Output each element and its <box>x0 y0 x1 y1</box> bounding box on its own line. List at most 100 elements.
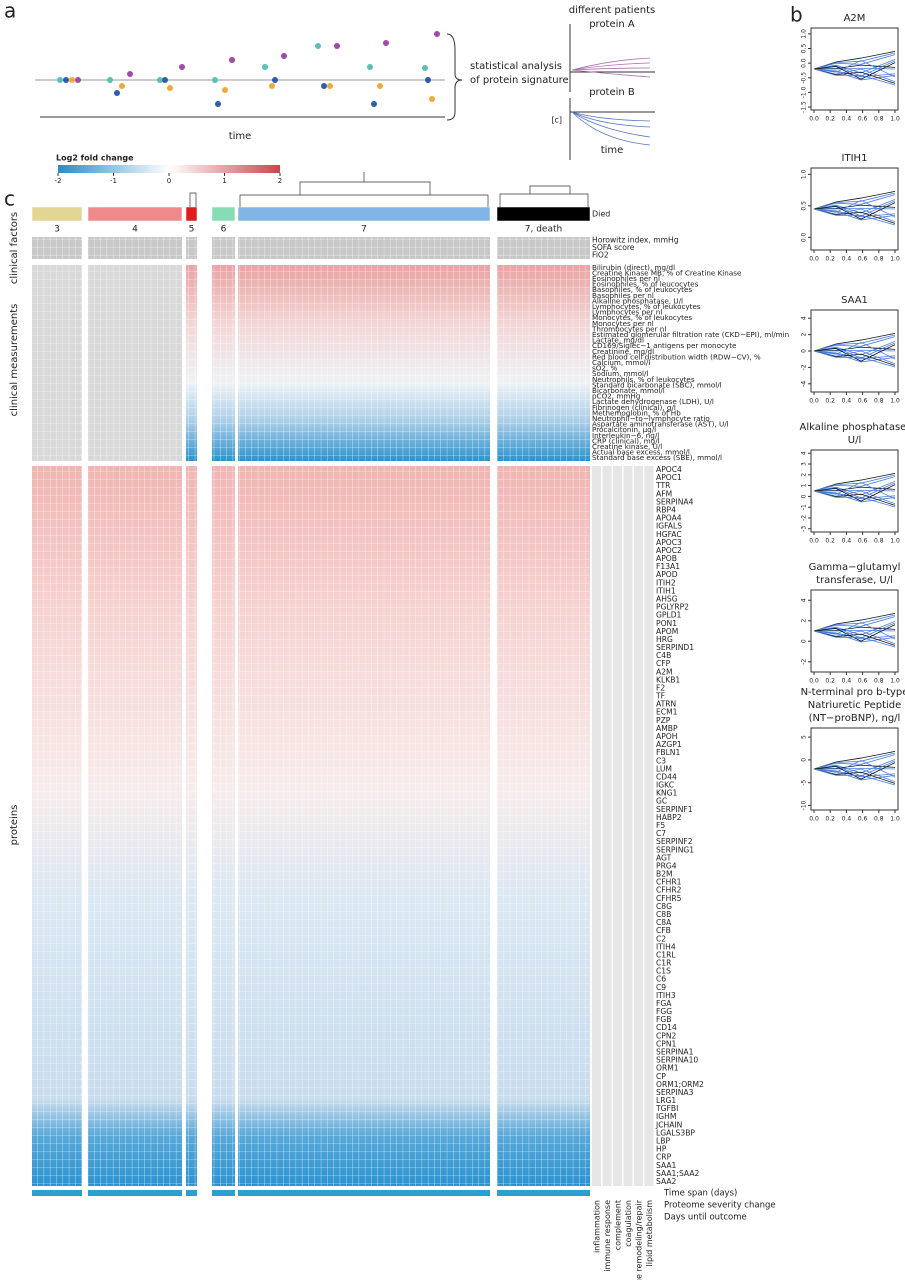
row-label: APOC4 <box>656 465 682 474</box>
trajectory <box>813 630 896 648</box>
row-label: Horowitz index, mmHg <box>592 236 679 245</box>
row-label: C1S <box>656 967 671 976</box>
x-tick-label: 1.0 <box>890 116 900 123</box>
heatmap-grid <box>497 237 590 1186</box>
y-tick-label: 2 <box>801 619 808 623</box>
row-label: CFP <box>656 659 671 668</box>
trajectory <box>813 624 896 642</box>
row-label: AMBP <box>656 724 678 733</box>
row-label: CD44 <box>656 772 677 781</box>
y-tick-label: 2 <box>801 333 808 337</box>
row-label: TGFBI <box>655 1104 678 1113</box>
plot-frame <box>810 727 899 811</box>
group-bar <box>211 206 236 222</box>
colorbar-tick-label: 2 <box>278 177 282 185</box>
x-tick-label: 0.4 <box>842 256 852 263</box>
row-label: Days until outcome <box>664 1213 747 1223</box>
row-label: FGG <box>656 1007 672 1016</box>
row-label: C8G <box>656 902 672 911</box>
row-label: AZGP1 <box>656 740 682 749</box>
row-label: APOB <box>656 554 677 563</box>
row-label: LBP <box>656 1137 670 1146</box>
annotation-column <box>634 466 643 1186</box>
x-tick-label: 0.8 <box>874 538 884 545</box>
row-label: SERPIND1 <box>656 643 694 652</box>
y-tick-label: 0.0 <box>801 58 808 68</box>
y-tick-label: 4 <box>801 451 808 455</box>
row-label: Neutrophils, % of leukocytes <box>592 375 695 384</box>
panel-label: c <box>4 187 15 211</box>
y-tick-label: 1.0 <box>801 29 808 39</box>
x-tick-label: 0.4 <box>842 116 852 123</box>
row-label: APOC2 <box>656 546 682 555</box>
trajectory <box>813 199 896 218</box>
block-label: clinical measurements <box>9 304 20 417</box>
bottom-bar <box>186 1190 197 1196</box>
row-label: FiO2 <box>592 250 609 259</box>
row-label: KLKB1 <box>656 675 680 684</box>
group-bar <box>31 206 83 222</box>
row-label: SERPINA1 <box>656 1048 694 1057</box>
row-label: SAA2 <box>656 1177 677 1186</box>
row-label: Estimated glomerular filtration rate (CK… <box>592 330 789 339</box>
category-label: tissue remodeling/repair <box>635 1199 644 1280</box>
row-label: F5 <box>656 821 665 830</box>
row-label: Eosinophiles per nl <box>592 274 660 283</box>
group-label: 7 <box>361 225 367 235</box>
row-label: APOM <box>656 627 678 636</box>
category-label: complement <box>614 1200 623 1250</box>
row-label: TF <box>655 692 665 701</box>
row-label: Thrombocytes per nl <box>591 324 666 333</box>
y-tick-label: -1 <box>801 504 808 510</box>
y-tick-label: -1.0 <box>801 86 808 98</box>
row-label: ITIH2 <box>656 578 676 587</box>
category-label: coagulation <box>624 1200 633 1247</box>
y-tick-label: 3 <box>801 462 808 466</box>
row-label: CP <box>656 1072 666 1081</box>
y-tick-label: 0 <box>801 639 808 643</box>
heatmap-grid <box>88 237 182 1186</box>
row-label: Standard bicarbonate (SBC), mmol/l <box>592 380 722 389</box>
row-label: SAA1 <box>656 1161 677 1170</box>
row-label: CRP <box>656 1153 672 1162</box>
plot-title: transferase, U/l <box>816 575 893 586</box>
row-label: CFB <box>656 926 671 935</box>
plot-title: N-terminal pro b-type <box>801 687 905 698</box>
heatmap-grid <box>212 237 235 1186</box>
group-label: 3 <box>54 225 60 235</box>
row-label: sO2, % <box>592 364 618 373</box>
row-label: FGA <box>656 999 672 1008</box>
colorbar-title: Log2 fold change <box>56 154 134 163</box>
trajectory <box>813 621 896 640</box>
x-tick-label: 0.0 <box>809 116 819 123</box>
row-label: F13A1 <box>656 562 680 571</box>
x-tick-label: 1.0 <box>890 398 900 405</box>
x-tick-label: 0.6 <box>858 116 868 123</box>
y-tick-label: -0.5 <box>801 72 808 84</box>
row-label: SERPINF2 <box>656 837 693 846</box>
x-tick-label: 0.0 <box>809 256 819 263</box>
row-label: CPN1 <box>656 1039 677 1048</box>
trajectory <box>813 194 896 210</box>
row-label: KNG1 <box>656 789 678 798</box>
row-label: Eosinophiles, % of leucocytes <box>592 280 699 289</box>
row-label: CFHR5 <box>656 894 682 903</box>
trajectory <box>813 768 896 786</box>
row-label: APOD <box>656 570 678 579</box>
trajectory <box>813 759 896 778</box>
trajectory <box>813 208 896 226</box>
row-label: GPLD1 <box>656 611 682 620</box>
row-label: GC <box>656 797 667 806</box>
row-label: ECM1 <box>656 708 678 717</box>
row-label: APOA4 <box>656 514 682 523</box>
x-tick-label: 0.4 <box>842 398 852 405</box>
row-label: JCHAIN <box>655 1120 682 1129</box>
group-bar <box>87 206 183 222</box>
x-tick-label: 0.4 <box>842 816 852 823</box>
bottom-bar <box>212 1190 235 1196</box>
x-tick-label: 0.8 <box>874 256 884 263</box>
row-label: A2M <box>656 667 673 676</box>
y-tick-label: 0 <box>801 349 808 353</box>
annotation-column <box>592 466 601 1186</box>
row-label: Alkaline phosphatase, U/l <box>592 296 683 305</box>
